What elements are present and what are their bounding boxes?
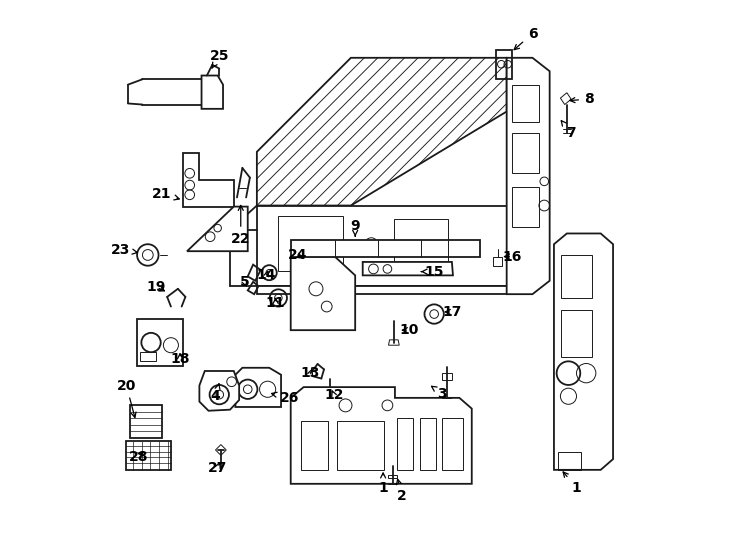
Text: 11: 11 (266, 296, 286, 310)
Text: 14: 14 (257, 268, 276, 282)
Text: 12: 12 (324, 388, 344, 402)
Polygon shape (202, 76, 223, 109)
Polygon shape (506, 58, 550, 294)
Text: 3: 3 (432, 386, 447, 401)
Polygon shape (363, 262, 453, 275)
Text: 1: 1 (563, 472, 581, 495)
Text: 26: 26 (272, 391, 299, 405)
Text: 20: 20 (117, 379, 136, 417)
Polygon shape (126, 441, 171, 470)
Polygon shape (200, 371, 239, 411)
Polygon shape (129, 406, 161, 437)
Text: 8: 8 (570, 92, 594, 106)
Polygon shape (554, 233, 613, 470)
Polygon shape (257, 286, 506, 294)
Text: 16: 16 (502, 249, 522, 264)
Text: 15: 15 (421, 265, 444, 279)
Text: 9: 9 (350, 219, 360, 236)
Text: 7: 7 (562, 120, 576, 140)
Text: 5: 5 (239, 275, 250, 289)
Text: 10: 10 (399, 323, 418, 337)
Text: 24: 24 (288, 248, 307, 262)
Polygon shape (236, 368, 281, 407)
Text: 28: 28 (129, 450, 148, 464)
Polygon shape (291, 240, 480, 256)
Text: 6: 6 (514, 26, 537, 50)
Text: 27: 27 (208, 461, 228, 475)
Polygon shape (291, 256, 355, 330)
Polygon shape (184, 153, 233, 207)
Text: 4: 4 (211, 383, 220, 403)
Text: 17: 17 (442, 305, 462, 319)
Text: 22: 22 (231, 205, 250, 246)
Polygon shape (257, 58, 506, 206)
Text: 1: 1 (378, 473, 388, 495)
Polygon shape (291, 387, 472, 484)
Text: 13: 13 (301, 366, 320, 380)
Text: 21: 21 (152, 187, 179, 201)
Text: 19: 19 (147, 280, 166, 294)
Polygon shape (257, 58, 506, 206)
Text: 2: 2 (396, 480, 407, 503)
Polygon shape (187, 207, 248, 251)
Text: 23: 23 (112, 242, 137, 256)
Polygon shape (257, 206, 506, 286)
Text: 25: 25 (209, 49, 229, 69)
Text: 18: 18 (170, 352, 190, 366)
Polygon shape (137, 320, 184, 366)
